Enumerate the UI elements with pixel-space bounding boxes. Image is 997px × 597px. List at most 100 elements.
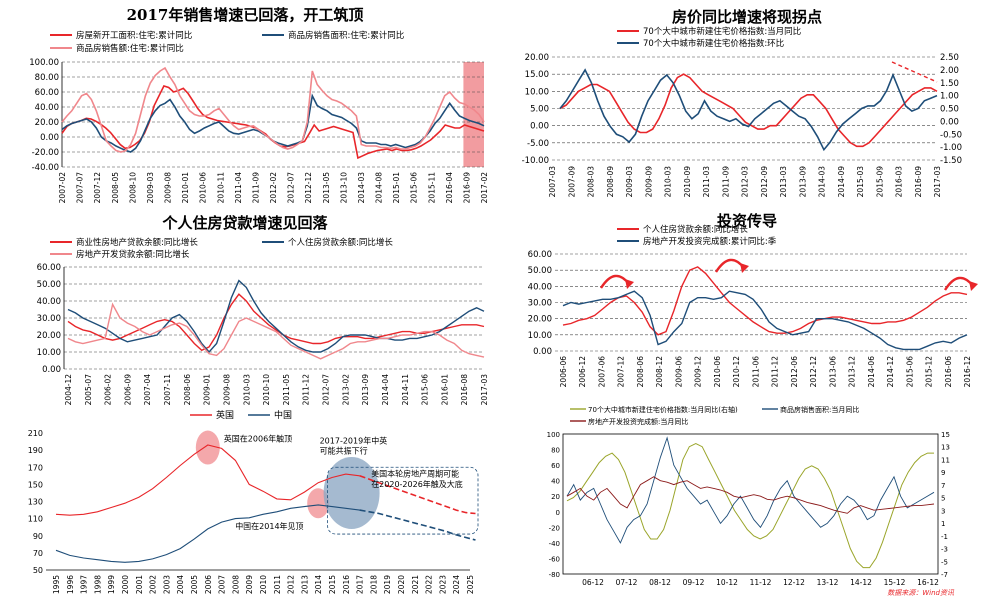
x-tick-label: 2009-09 xyxy=(644,166,653,198)
y-right-tick-label: -0.50 xyxy=(940,130,962,140)
x-tick-label: 2012-09 xyxy=(760,166,769,198)
x-tick-label: 2013-09 xyxy=(798,166,807,198)
legend-label: 商品房销售面积:住宅:累计同比 xyxy=(288,30,404,41)
series-line xyxy=(359,509,476,541)
x-tick-label: 2011 xyxy=(273,575,282,594)
x-tick-label: 2008-06 xyxy=(636,356,645,388)
series-line xyxy=(562,290,968,351)
y-tick-label: 80.00 xyxy=(35,73,59,83)
x-tick-label: 2013-10 xyxy=(339,172,348,204)
x-tick-label: 09-12 xyxy=(683,578,705,587)
y-right-tick-label: -1.50 xyxy=(940,156,962,166)
series-line xyxy=(566,436,935,544)
x-tick-label: 2016-06 xyxy=(944,356,953,388)
x-tick-label: 2011-12 xyxy=(771,356,780,388)
x-tick-label: 2006-02 xyxy=(104,374,113,406)
x-tick-label: 2016-03 xyxy=(895,166,904,198)
y-right-tick-label: 13 xyxy=(941,444,950,452)
series-line xyxy=(562,266,968,336)
y-tick-label: 210 xyxy=(28,429,43,438)
y-tick-label: 70 xyxy=(33,549,43,558)
x-tick-label: 2013-12 xyxy=(848,356,857,388)
y-tick-label: 100.00 xyxy=(29,58,59,68)
legend-label: 房地产开发贷款余额:同比增长 xyxy=(76,249,190,260)
y-tick-label: 0.00 xyxy=(533,347,552,357)
y-tick-label: 50 xyxy=(33,566,43,575)
y-tick-label: 50.00 xyxy=(37,280,61,290)
x-tick-label: 1998 xyxy=(93,575,102,594)
legend-label: 房地产开发投资完成额:当月同比 xyxy=(588,417,688,426)
y-right-tick-label: 0.00 xyxy=(940,117,959,127)
x-tick-label: 2012 xyxy=(287,575,296,594)
x-tick-label: 2013 xyxy=(300,575,309,594)
legend-label: 个人住房贷款余额:同比增长 xyxy=(288,237,393,248)
x-tick-label: 2014-11 xyxy=(401,374,410,406)
y-right-tick-label: 2.00 xyxy=(940,66,959,76)
x-tick-label: 2015-06 xyxy=(421,374,430,406)
y-tick-label: 110 xyxy=(28,515,43,524)
y-tick-label: 60.00 xyxy=(37,263,61,273)
plot-frame xyxy=(562,433,939,575)
y-tick-label: -40.00 xyxy=(32,163,59,173)
highlight-region xyxy=(463,62,484,167)
x-tick-label: 2010-11 xyxy=(216,172,225,204)
x-tick-label: 2017-02 xyxy=(480,172,489,204)
y-right-tick-label: 1.00 xyxy=(940,92,959,102)
y-tick-label: -80 xyxy=(549,571,560,579)
y-tick-label: 20 xyxy=(551,493,560,501)
y-right-tick-label: -5 xyxy=(941,558,948,566)
legend-label: 70个大中城市新建住宅价格指数:当月同比(右轴) xyxy=(588,405,738,414)
turn-arrow xyxy=(943,276,974,291)
x-tick-label: 2015-11 xyxy=(427,172,436,204)
annotation: 英国在2006年触顶 xyxy=(224,434,292,444)
chart-panel-4: 投资传导 60.00 50.00 40.00 30.00 20.00 10.00 0.00 2… xyxy=(497,208,997,408)
x-tick-label: 2017-03 xyxy=(480,374,489,406)
series-line xyxy=(67,302,485,360)
x-tick-label: 2007-12 xyxy=(93,172,102,204)
series-line xyxy=(67,279,485,354)
x-tick-label: 11-12 xyxy=(750,578,772,587)
y-tick-label: 40.00 xyxy=(37,297,61,307)
y-right-tick-label: -1 xyxy=(941,533,948,541)
y-right-tick-label: -7 xyxy=(941,571,948,579)
y-tick-label: 10.00 xyxy=(37,348,61,358)
turn-arrow-head xyxy=(740,263,749,273)
x-tick-label: 2017-03 xyxy=(933,166,942,198)
x-tick-label: 2006-06 xyxy=(559,356,568,388)
legend-label: 英国 xyxy=(216,409,234,421)
x-tick-label: 2013-03 xyxy=(779,166,788,198)
x-tick-label: 2008-06 xyxy=(183,374,192,406)
x-tick-label: 2008-09 xyxy=(606,166,615,198)
y-right-tick-label: 1.50 xyxy=(940,79,959,89)
x-tick-label: 2016 xyxy=(342,575,351,594)
x-tick-label: 2010-03 xyxy=(664,166,673,198)
x-tick-label: 13-12 xyxy=(817,578,839,587)
x-tick-label: 2009-08 xyxy=(164,172,173,204)
x-tick-label: 2016-04 xyxy=(445,172,454,204)
y-tick-label: 170 xyxy=(28,463,43,472)
y-tick-label: -10.00 xyxy=(522,156,549,166)
y-tick-label: 60.00 xyxy=(35,88,59,98)
x-tick-label: 2014-06 xyxy=(867,356,876,388)
series-line xyxy=(61,66,485,153)
legend-label: 商业性房地产贷款余额:同比增长 xyxy=(76,237,198,248)
x-tick-label: 2013-06 xyxy=(828,356,837,388)
x-tick-label: 12-12 xyxy=(783,578,805,587)
x-tick-label: 2017 xyxy=(356,575,365,594)
x-tick-label: 2007-06 xyxy=(597,356,606,388)
x-tick-label: 2007-04 xyxy=(143,374,152,406)
y-right-tick-label: 5 xyxy=(941,495,945,503)
series-line xyxy=(359,475,476,515)
x-tick-label: 2010-09 xyxy=(683,166,692,198)
x-tick-label: 2007-07 xyxy=(76,172,85,204)
series-line xyxy=(55,444,360,516)
y-tick-label: 40.00 xyxy=(528,282,552,292)
turn-arrow-head xyxy=(625,279,634,289)
x-tick-label: 2008-05 xyxy=(111,172,120,204)
x-tick-label: 10-12 xyxy=(716,578,738,587)
chart-title: 2017年销售增速已回落，开工筑顶 xyxy=(126,6,364,24)
x-tick-label: 2011-09 xyxy=(721,166,730,198)
y-tick-label: 20.00 xyxy=(525,53,549,63)
y-right-tick-label: 3 xyxy=(941,507,945,515)
x-tick-label: 2010-06 xyxy=(199,172,208,204)
